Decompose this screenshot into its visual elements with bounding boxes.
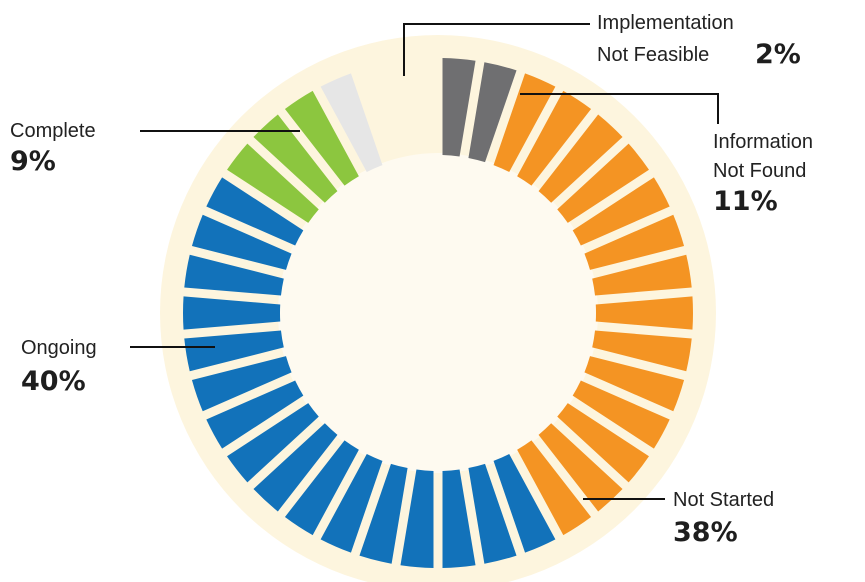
segment-not-started-1 <box>493 73 556 172</box>
segment-complete-3 <box>284 90 359 186</box>
segment-ongoing-1 <box>493 454 556 553</box>
segment-not-started-9 <box>592 330 692 372</box>
value-ongoing: 40% <box>21 366 86 397</box>
segment-not-started-14 <box>517 440 592 536</box>
segment-not-started-10 <box>584 356 685 412</box>
segment-implementation-not-feasible-1 <box>320 73 383 172</box>
segment-layer <box>183 58 693 568</box>
segment-ongoing-15 <box>191 214 292 270</box>
value-complete: 9% <box>10 146 56 177</box>
label-ongoing: Ongoing <box>21 337 97 359</box>
segment-not-started-2 <box>517 90 592 186</box>
segment-ongoing-11 <box>191 356 292 412</box>
segment-ongoing-7 <box>284 440 359 536</box>
segment-not-started-3 <box>538 114 623 203</box>
segment-ongoing-13 <box>183 296 281 330</box>
value-implementation: 2% <box>755 39 801 70</box>
segment-not-started-6 <box>584 214 685 270</box>
segment-not-started-8 <box>595 296 693 330</box>
label-complete: Complete <box>10 120 96 142</box>
leader-information <box>520 93 719 124</box>
segment-information-not-found-2 <box>468 62 517 163</box>
segment-information-not-found-1 <box>442 58 476 157</box>
segment-ongoing-10 <box>206 380 304 449</box>
segment-not-started-12 <box>557 403 649 483</box>
segment-not-started-13 <box>538 423 623 512</box>
label-implementation-line2: Not Feasible <box>597 44 709 66</box>
segment-not-started-11 <box>572 380 670 449</box>
label-information-line1: Information <box>713 131 813 153</box>
segment-ongoing-12 <box>184 330 284 372</box>
ring-center <box>278 153 598 473</box>
value-information: 11% <box>713 186 778 217</box>
segment-ongoing-3 <box>442 469 476 568</box>
segment-ongoing-6 <box>320 454 383 553</box>
segment-ongoing-16 <box>206 177 304 246</box>
leader-implementation <box>403 23 590 76</box>
value-not-started: 38% <box>673 517 738 548</box>
segment-ongoing-5 <box>359 463 408 564</box>
label-implementation-line1: Implementation <box>597 12 734 34</box>
segment-not-started-4 <box>557 143 649 223</box>
segment-complete-1 <box>227 143 319 223</box>
segment-ongoing-8 <box>253 423 338 512</box>
segment-not-started-7 <box>592 254 692 296</box>
segment-complete-2 <box>253 114 338 203</box>
segment-ongoing-2 <box>468 463 517 564</box>
segment-not-started-5 <box>572 177 670 246</box>
segment-ongoing-4 <box>400 469 434 568</box>
segment-ongoing-14 <box>184 254 284 296</box>
label-information-line2: Not Found <box>713 160 806 182</box>
label-not-started: Not Started <box>673 489 774 511</box>
segment-ongoing-9 <box>227 403 319 483</box>
